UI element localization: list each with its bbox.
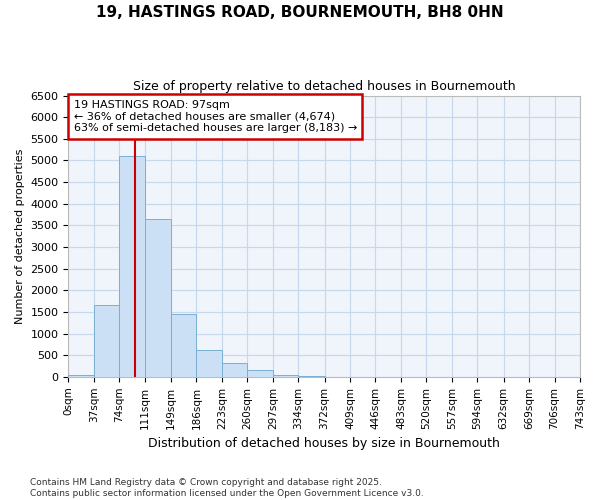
Bar bbox=[247, 370, 273, 377]
Y-axis label: Number of detached properties: Number of detached properties bbox=[15, 148, 25, 324]
X-axis label: Distribution of detached houses by size in Bournemouth: Distribution of detached houses by size … bbox=[148, 437, 500, 450]
Bar bbox=[145, 219, 171, 377]
Bar bbox=[171, 314, 196, 377]
Title: Size of property relative to detached houses in Bournemouth: Size of property relative to detached ho… bbox=[133, 80, 515, 93]
Bar bbox=[196, 350, 222, 377]
Bar bbox=[298, 376, 325, 377]
Bar bbox=[94, 306, 119, 377]
Text: 19, HASTINGS ROAD, BOURNEMOUTH, BH8 0HN: 19, HASTINGS ROAD, BOURNEMOUTH, BH8 0HN bbox=[96, 5, 504, 20]
Text: 19 HASTINGS ROAD: 97sqm
← 36% of detached houses are smaller (4,674)
63% of semi: 19 HASTINGS ROAD: 97sqm ← 36% of detache… bbox=[74, 100, 357, 133]
Bar bbox=[68, 374, 94, 377]
Text: Contains HM Land Registry data © Crown copyright and database right 2025.
Contai: Contains HM Land Registry data © Crown c… bbox=[30, 478, 424, 498]
Bar bbox=[222, 362, 247, 377]
Bar bbox=[119, 156, 145, 377]
Bar bbox=[273, 374, 298, 377]
